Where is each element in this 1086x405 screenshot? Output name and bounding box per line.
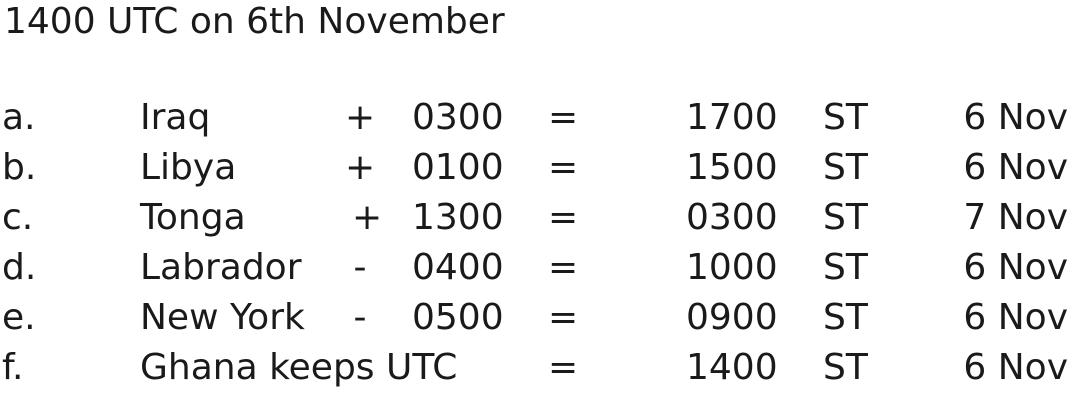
row-offset: 0400 — [412, 247, 504, 288]
row-offset: 0500 — [412, 297, 504, 338]
row-offset: 0100 — [412, 147, 504, 188]
row-letter: d. — [2, 247, 37, 288]
row-equals: = — [548, 197, 579, 238]
row-time: 0300 — [686, 197, 778, 238]
time-row: d. Labrador - 0400 = 1000 ST 6 Nov — [0, 243, 1086, 293]
row-sign: + — [352, 197, 383, 238]
row-time: 1500 — [686, 147, 778, 188]
row-sign: + — [345, 147, 376, 188]
row-time: 0900 — [686, 297, 778, 338]
row-sign: - — [353, 247, 367, 288]
row-equals: = — [548, 97, 579, 138]
row-date: 6 Nov — [963, 297, 1068, 338]
row-place: New York — [140, 297, 305, 338]
row-st: ST — [823, 347, 868, 388]
row-st: ST — [823, 197, 868, 238]
row-letter: b. — [2, 147, 37, 188]
time-row: a. Iraq + 0300 = 1700 ST 6 Nov — [0, 93, 1086, 143]
row-sign: - — [353, 297, 367, 338]
time-row: b. Libya + 0100 = 1500 ST 6 Nov — [0, 143, 1086, 193]
row-time: 1400 — [686, 347, 778, 388]
row-equals: = — [548, 297, 579, 338]
row-date: 6 Nov — [963, 147, 1068, 188]
page-heading: 1400 UTC on 6th November — [4, 1, 505, 42]
row-sign: + — [345, 97, 376, 138]
row-place: Libya — [140, 147, 237, 188]
row-date: 6 Nov — [963, 347, 1068, 388]
row-offset: 1300 — [412, 197, 504, 238]
row-equals: = — [548, 147, 579, 188]
row-st: ST — [823, 97, 868, 138]
row-st: ST — [823, 147, 868, 188]
time-row: c. Tonga + 1300 = 0300 ST 7 Nov — [0, 193, 1086, 243]
row-equals: = — [548, 247, 579, 288]
row-letter: e. — [2, 297, 36, 338]
row-st: ST — [823, 297, 868, 338]
row-letter: f. — [2, 347, 24, 388]
row-offset: 0300 — [412, 97, 504, 138]
row-letter: a. — [2, 97, 36, 138]
time-row: e. New York - 0500 = 0900 ST 6 Nov — [0, 293, 1086, 343]
row-time: 1700 — [686, 97, 778, 138]
row-st: ST — [823, 247, 868, 288]
row-equals: = — [548, 347, 579, 388]
row-date: 6 Nov — [963, 97, 1068, 138]
row-letter: c. — [2, 197, 34, 238]
row-place: Tonga — [140, 197, 246, 238]
row-place: Iraq — [140, 97, 211, 138]
row-place: Ghana keeps UTC — [140, 347, 458, 388]
row-time: 1000 — [686, 247, 778, 288]
time-row: f. Ghana keeps UTC = 1400 ST 6 Nov — [0, 343, 1086, 393]
row-date: 6 Nov — [963, 247, 1068, 288]
row-place: Labrador — [140, 247, 302, 288]
row-date: 7 Nov — [963, 197, 1068, 238]
